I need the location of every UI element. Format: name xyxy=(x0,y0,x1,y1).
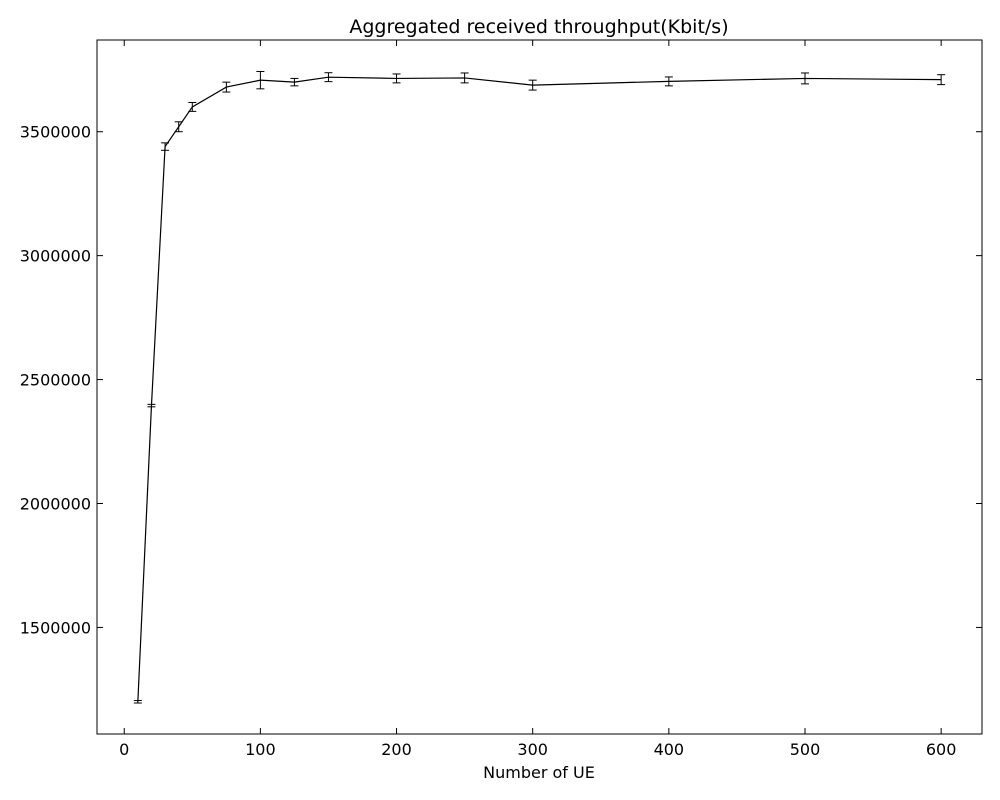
error-bar xyxy=(664,76,673,87)
y-tick-label: 1500000 xyxy=(20,618,91,637)
x-tick-label: 300 xyxy=(517,740,548,759)
error-bar xyxy=(290,77,299,87)
error-bar xyxy=(460,72,469,84)
series-line xyxy=(137,76,942,702)
x-axis-label: Number of UE xyxy=(483,763,595,782)
x-axis: 0 100 200 300 400 500 600 xyxy=(119,40,956,759)
series-group xyxy=(133,70,946,704)
error-bar xyxy=(174,121,183,133)
error-bar xyxy=(528,79,537,91)
error-bar xyxy=(324,72,333,83)
y-tick-label: 2000000 xyxy=(20,494,91,513)
error-bar xyxy=(392,73,401,84)
error-bar xyxy=(256,70,265,90)
error-bar xyxy=(801,72,809,85)
error-bar xyxy=(161,142,170,151)
chart-title: Aggregated received throughput(Kbit/s) xyxy=(349,16,728,38)
x-tick-label: 600 xyxy=(926,740,957,759)
error-bar xyxy=(188,101,197,112)
y-tick-label: 3000000 xyxy=(20,247,91,266)
y-axis: 1500000 2000000 2500000 3000000 3500000 xyxy=(20,123,982,637)
error-bar xyxy=(222,81,231,93)
x-tick-label: 100 xyxy=(245,740,276,759)
x-tick-label: 400 xyxy=(654,740,685,759)
x-tick-label: 0 xyxy=(119,740,129,759)
plot-frame xyxy=(96,39,983,735)
x-tick-label: 200 xyxy=(381,740,412,759)
x-tick-label: 500 xyxy=(790,740,821,759)
y-tick-label: 3500000 xyxy=(20,123,91,142)
error-bar xyxy=(937,74,946,86)
error-bar xyxy=(133,700,142,704)
y-tick-label: 2500000 xyxy=(20,371,91,390)
error-bar xyxy=(147,403,156,408)
